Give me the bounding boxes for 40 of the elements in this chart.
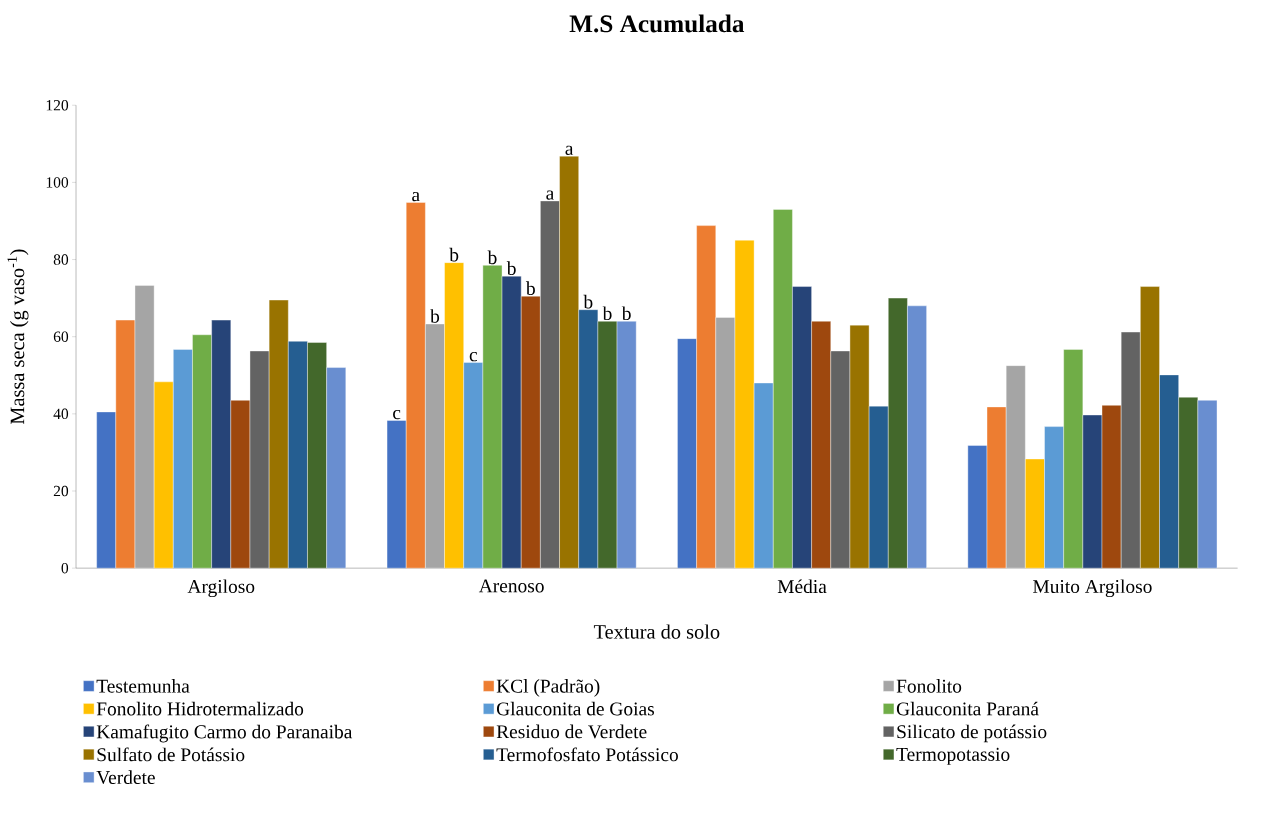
- legend-label: Termopotassio: [896, 748, 1010, 765]
- legend-label: Fonolito Hidrotermalizado: [96, 701, 304, 716]
- legend-label: Residuo de Verdete: [496, 724, 647, 739]
- data-label: b: [583, 295, 593, 309]
- chart-title: M.S Acumulada: [569, 14, 745, 33]
- x-tick-label: Arenoso: [478, 579, 544, 593]
- y-tick-label: 20: [53, 485, 69, 497]
- data-label: b: [621, 306, 631, 321]
- y-tick-label: 40: [53, 408, 69, 420]
- legend-label: Testemunha: [96, 679, 190, 693]
- legend-label: Kamafugito Carmo do Paranaiba: [96, 724, 353, 743]
- data-label: b: [487, 250, 497, 265]
- data-label: b: [430, 309, 440, 323]
- legend-label: Glauconita de Goias: [496, 701, 654, 716]
- x-axis-title: Textura do solo: [593, 624, 720, 639]
- y-tick-label: 80: [53, 254, 69, 265]
- data-label: a: [565, 145, 574, 156]
- y-tick-label: 100: [46, 177, 69, 188]
- x-tick-label: Muito Argiloso: [1033, 579, 1152, 598]
- y-tick-label: 0: [61, 563, 69, 574]
- x-tick-label: Média: [777, 579, 827, 594]
- legend-label: Sulfato de Potássio: [97, 747, 245, 762]
- data-label: b: [449, 247, 459, 262]
- data-label: c: [393, 410, 401, 420]
- legend-label: Fonolito: [896, 679, 962, 693]
- y-tick-label: 60: [53, 331, 69, 343]
- legend-label: Termofosfato Potássico: [496, 747, 678, 762]
- legend-label: Glauconita Paraná: [896, 701, 1039, 716]
- data-label: a: [412, 192, 420, 202]
- data-label: b: [525, 281, 535, 296]
- data-label: a: [546, 190, 554, 200]
- legend-label: Silicato de potássio: [897, 724, 1047, 743]
- y-tick-label: 120: [46, 100, 69, 111]
- data-label: c: [469, 352, 478, 362]
- legend-label: Verdete: [96, 770, 155, 785]
- legend-label: KCl (Padrão): [496, 679, 600, 697]
- y-axis-title: Massa seca (g vaso$^{-1}$): [7, 249, 29, 425]
- data-label: b: [506, 261, 516, 276]
- data-label: b: [602, 306, 612, 321]
- x-tick-label: Argiloso: [187, 579, 255, 598]
